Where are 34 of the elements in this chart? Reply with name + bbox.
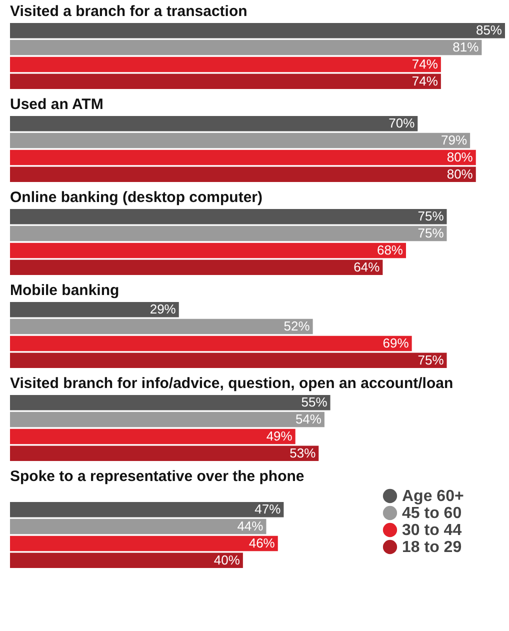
- data-label: 74%: [412, 56, 438, 72]
- data-label: 79%: [441, 132, 468, 148]
- data-label: 47%: [254, 502, 282, 517]
- legend-label: 18 to 29: [402, 539, 462, 556]
- y-tick-label: Used an ATM: [10, 96, 104, 113]
- legend-label: 45 to 60: [402, 505, 462, 522]
- data-label: 54%: [295, 412, 322, 427]
- data-label: 49%: [266, 428, 293, 444]
- data-label: 68%: [376, 242, 404, 258]
- data-label: 29%: [150, 302, 176, 317]
- y-tick-label: Visited branch for info/advice, question, open an account/loan: [10, 375, 454, 392]
- legend-label: Age 60+: [402, 488, 464, 505]
- data-label: 70%: [388, 116, 416, 131]
- data-label: 75%: [418, 352, 444, 368]
- data-label: 64%: [354, 259, 380, 274]
- data-label: 74%: [412, 73, 438, 88]
- data-label: 69%: [382, 335, 410, 350]
- data-label: 44%: [237, 518, 264, 534]
- data-label: 75%: [418, 226, 444, 241]
- data-label: 46%: [248, 535, 276, 550]
- y-tick-label: Visited a branch for a transaction: [10, 3, 248, 20]
- y-tick-label: Mobile banking: [10, 282, 120, 299]
- data-label: 80%: [446, 149, 474, 164]
- data-label: 85%: [476, 22, 502, 38]
- y-tick-label: Spoke to a representative over the phone: [10, 468, 304, 485]
- data-label: 53%: [290, 445, 316, 460]
- data-label: 55%: [301, 394, 328, 410]
- data-label: 80%: [446, 166, 474, 182]
- data-label: 52%: [284, 318, 310, 334]
- data-label: 40%: [214, 552, 240, 568]
- y-tick-label: Online banking (desktop computer): [10, 189, 263, 206]
- data-label: 81%: [452, 40, 480, 55]
- legend-label: 30 to 44: [402, 522, 462, 539]
- data-label: 75%: [418, 208, 444, 224]
